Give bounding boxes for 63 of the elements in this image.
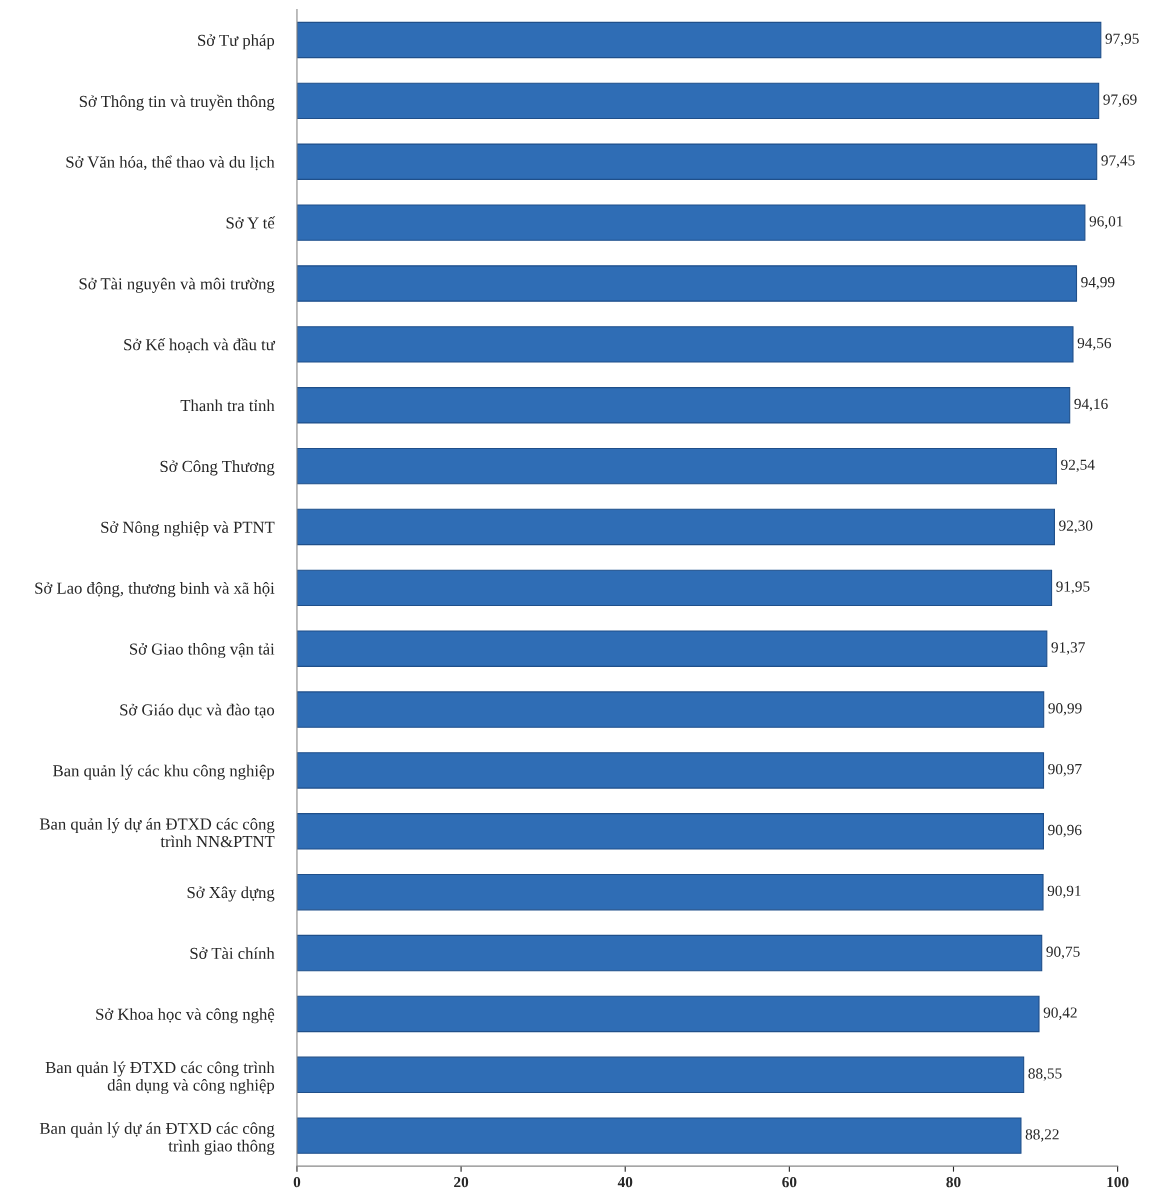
data-label: 88,55 — [1028, 1068, 1062, 1081]
y-tick-label: Sở Nông nghiệp và PTNT — [101, 521, 275, 537]
x-tick-label: 40 — [617, 1176, 633, 1188]
data-label: 91,37 — [1051, 642, 1085, 655]
x-tick-label: 80 — [946, 1176, 961, 1188]
x-tick-label: 100 — [1107, 1176, 1129, 1188]
bar — [296, 813, 1044, 850]
data-label: 91,95 — [1056, 581, 1090, 594]
bar — [296, 508, 1055, 546]
y-tick-label: Sở Giáo dục và đào tạo — [120, 703, 275, 719]
bar — [296, 326, 1074, 363]
data-label: 92,30 — [1059, 520, 1093, 533]
bar — [296, 934, 1043, 972]
y-tick-label: Ban quản lý dự án ĐTXD các công trình NN&PTNT — [39, 817, 275, 848]
y-tick-label: Ban quản lý ĐTXD các công trình dân dụng và công nghiệp — [45, 1061, 275, 1095]
data-label: 90,97 — [1048, 763, 1082, 777]
data-label: 97,45 — [1101, 155, 1135, 168]
bar — [296, 1056, 1025, 1094]
bar — [296, 569, 1053, 607]
bar — [296, 752, 1045, 789]
data-label: 94,56 — [1077, 337, 1112, 351]
bar — [296, 21, 1102, 59]
data-label: 90,91 — [1047, 885, 1081, 899]
data-label: 90,75 — [1046, 946, 1080, 960]
data-label: 94,99 — [1081, 277, 1115, 290]
y-tick-label: Sở Giao thông vận tải — [130, 642, 275, 659]
bar — [296, 630, 1048, 667]
y-tick-label: Sở Văn hóa, thể thao và du lịch — [66, 155, 275, 171]
y-tick-label: Ban quản lý dự án ĐTXD các công trình giao thông — [39, 1122, 275, 1155]
data-label: 97,69 — [1103, 94, 1137, 107]
bar — [296, 265, 1078, 302]
y-tick-label: Sở Công Thương — [160, 460, 275, 476]
y-tick-label: Sở Y tế — [226, 216, 276, 229]
data-label: 90,96 — [1048, 824, 1082, 838]
y-tick-label: Sở Lao động, thương binh và xã hội — [35, 582, 275, 598]
data-label: 90,99 — [1048, 703, 1082, 716]
bar — [296, 447, 1057, 485]
y-tick-label: Sở Kế hoạch và đầu tư — [124, 338, 276, 353]
bar — [296, 143, 1098, 180]
x-tick-label: 60 — [782, 1176, 797, 1188]
y-tick-label: Sở Tài chính — [190, 947, 275, 959]
bar — [296, 204, 1086, 241]
data-label: 94,16 — [1074, 398, 1108, 412]
y-tick-label: Sở Thông tin và truyền thông — [79, 94, 275, 111]
data-label: 92,54 — [1061, 459, 1095, 473]
data-label: 97,95 — [1105, 33, 1139, 47]
bar — [296, 995, 1040, 1033]
bar — [296, 1117, 1022, 1154]
data-label: 88,22 — [1025, 1129, 1059, 1142]
bar — [296, 873, 1044, 911]
bar — [296, 691, 1045, 728]
y-tick-label: Sở Tư pháp — [198, 34, 275, 50]
y-tick-label: Ban quản lý các khu công nghiệp — [53, 764, 275, 780]
x-tick-label: 20 — [454, 1176, 469, 1188]
y-tick-label: Thanh tra tỉnh — [180, 399, 275, 412]
bar — [296, 82, 1100, 120]
y-tick-label: Sở Xây dựng — [187, 886, 275, 902]
x-tick-label: 0 — [293, 1176, 301, 1188]
data-label: 96,01 — [1089, 216, 1123, 229]
data-label: 90,42 — [1043, 1007, 1077, 1020]
y-tick-label: Sở Tài nguyên và môi trường — [79, 277, 275, 293]
bar — [296, 387, 1071, 424]
y-tick-label: Sở Khoa học và công nghệ — [96, 1008, 275, 1024]
